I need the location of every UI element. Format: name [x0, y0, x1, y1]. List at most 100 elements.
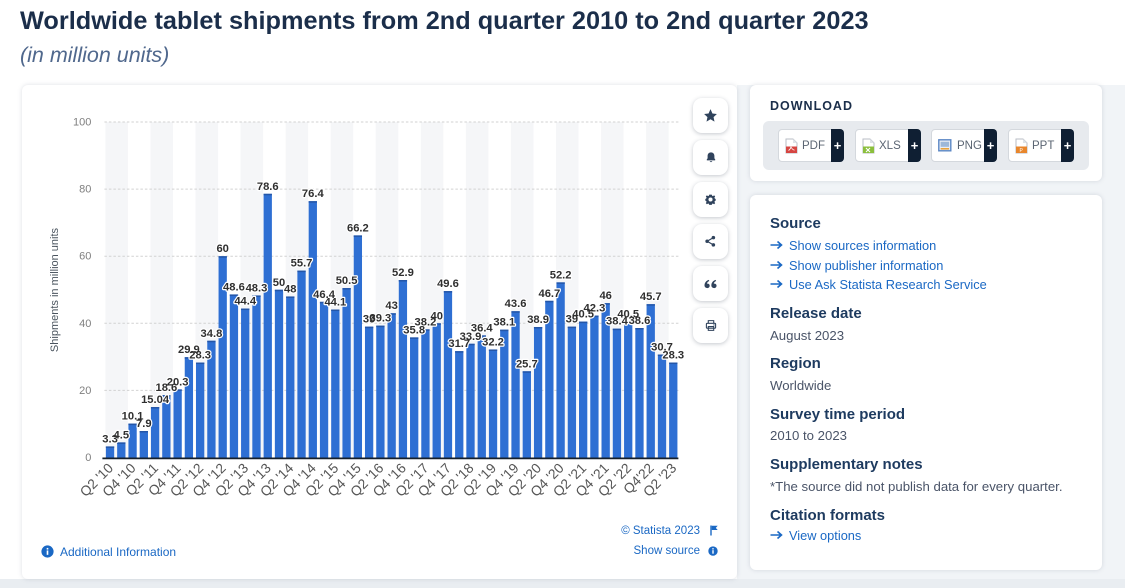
- svg-text:7.9: 7.9: [136, 418, 152, 430]
- svg-text:45.7: 45.7: [640, 291, 662, 303]
- svg-text:20.3: 20.3: [167, 376, 189, 388]
- svg-text:25.7: 25.7: [516, 358, 538, 370]
- svg-text:20: 20: [79, 385, 91, 397]
- svg-text:39.3: 39.3: [369, 313, 391, 325]
- svg-text:46: 46: [599, 290, 611, 302]
- svg-text:46.7: 46.7: [538, 288, 560, 300]
- svg-text:44.4: 44.4: [234, 296, 257, 308]
- svg-text:25.7: 25.7: [516, 358, 538, 370]
- svg-text:38.1: 38.1: [493, 317, 515, 329]
- svg-text:31.7: 31.7: [448, 338, 470, 350]
- svg-text:4.5: 4.5: [114, 429, 130, 441]
- svg-text:38.6: 38.6: [629, 315, 651, 327]
- svg-text:46.7: 46.7: [538, 288, 560, 300]
- svg-text:18.6: 18.6: [155, 382, 177, 394]
- svg-text:49.6: 49.6: [437, 278, 459, 290]
- svg-text:28.3: 28.3: [189, 350, 211, 362]
- svg-text:43.6: 43.6: [505, 298, 527, 310]
- svg-text:38.2: 38.2: [415, 316, 437, 328]
- svg-text:55.7: 55.7: [291, 258, 313, 270]
- svg-text:40.5: 40.5: [572, 309, 594, 321]
- svg-text:60: 60: [79, 251, 91, 263]
- svg-text:44.4: 44.4: [234, 296, 257, 308]
- svg-text:46.4: 46.4: [313, 289, 336, 301]
- svg-text:100: 100: [73, 117, 91, 129]
- svg-text:40.5: 40.5: [617, 309, 639, 321]
- svg-text:40: 40: [79, 318, 91, 330]
- svg-text:0: 0: [85, 452, 91, 464]
- svg-text:28.3: 28.3: [189, 350, 211, 362]
- svg-text:43: 43: [385, 300, 397, 312]
- svg-text:20.3: 20.3: [167, 376, 189, 388]
- svg-text:39: 39: [363, 314, 375, 326]
- svg-text:34.8: 34.8: [201, 328, 223, 340]
- svg-text:33.9: 33.9: [460, 331, 482, 343]
- svg-text:7.9: 7.9: [136, 418, 152, 430]
- svg-text:30.7: 30.7: [651, 342, 673, 354]
- svg-text:3.3: 3.3: [102, 433, 118, 445]
- svg-text:52.2: 52.2: [550, 269, 572, 281]
- svg-text:49.6: 49.6: [437, 278, 459, 290]
- svg-text:38.4: 38.4: [606, 316, 629, 328]
- svg-text:55.7: 55.7: [291, 258, 313, 270]
- svg-text:40: 40: [430, 310, 442, 322]
- svg-text:40.5: 40.5: [572, 309, 594, 321]
- svg-text:76.4: 76.4: [302, 188, 325, 200]
- svg-text:66.2: 66.2: [347, 222, 369, 234]
- svg-text:33.9: 33.9: [460, 331, 482, 343]
- svg-text:39.3: 39.3: [369, 313, 391, 325]
- svg-text:44.1: 44.1: [324, 297, 346, 309]
- svg-text:29.9: 29.9: [178, 344, 200, 356]
- svg-text:35.8: 35.8: [403, 324, 425, 336]
- svg-text:46.4: 46.4: [313, 289, 336, 301]
- svg-text:36.4: 36.4: [471, 322, 494, 334]
- svg-text:29.9: 29.9: [178, 344, 200, 356]
- svg-text:42.3: 42.3: [584, 303, 606, 315]
- svg-text:30.7: 30.7: [651, 342, 673, 354]
- svg-text:40: 40: [430, 310, 442, 322]
- svg-text:48.6: 48.6: [223, 281, 245, 293]
- svg-text:66.2: 66.2: [347, 222, 369, 234]
- svg-text:43.6: 43.6: [505, 298, 527, 310]
- svg-text:60: 60: [216, 243, 228, 255]
- svg-text:15.04: 15.04: [141, 394, 170, 406]
- svg-text:28.3: 28.3: [662, 350, 684, 362]
- svg-text:48.3: 48.3: [246, 282, 268, 294]
- svg-text:3.3: 3.3: [102, 433, 118, 445]
- svg-text:48.3: 48.3: [246, 282, 268, 294]
- svg-text:78.6: 78.6: [257, 181, 279, 193]
- svg-text:78.6: 78.6: [257, 181, 279, 193]
- svg-text:4.5: 4.5: [114, 429, 130, 441]
- svg-text:35.8: 35.8: [403, 324, 425, 336]
- svg-text:52.9: 52.9: [392, 267, 414, 279]
- svg-text:28.3: 28.3: [662, 350, 684, 362]
- svg-text:80: 80: [79, 184, 91, 196]
- svg-text:43: 43: [385, 300, 397, 312]
- svg-text:52.2: 52.2: [550, 269, 572, 281]
- svg-text:38.9: 38.9: [527, 314, 549, 326]
- svg-text:38.1: 38.1: [493, 317, 515, 329]
- svg-text:50.5: 50.5: [336, 275, 358, 287]
- svg-text:44.1: 44.1: [324, 297, 346, 309]
- svg-text:39: 39: [363, 314, 375, 326]
- svg-text:38.6: 38.6: [629, 315, 651, 327]
- svg-text:39: 39: [566, 314, 578, 326]
- svg-text:34.8: 34.8: [201, 328, 223, 340]
- svg-text:40.5: 40.5: [617, 309, 639, 321]
- svg-text:39: 39: [566, 314, 578, 326]
- svg-text:60: 60: [216, 243, 228, 255]
- svg-text:48: 48: [284, 283, 296, 295]
- svg-text:42.3: 42.3: [584, 303, 606, 315]
- svg-text:10.1: 10.1: [122, 411, 144, 423]
- svg-text:48: 48: [284, 283, 296, 295]
- svg-text:50: 50: [273, 277, 285, 289]
- svg-text:10.1: 10.1: [122, 411, 144, 423]
- svg-text:50: 50: [273, 277, 285, 289]
- svg-text:38.2: 38.2: [415, 316, 437, 328]
- svg-text:76.4: 76.4: [302, 188, 325, 200]
- svg-text:46: 46: [599, 290, 611, 302]
- svg-text:48.6: 48.6: [223, 281, 245, 293]
- svg-text:P: P: [1020, 148, 1024, 154]
- svg-text:32.2: 32.2: [482, 336, 504, 348]
- svg-text:36.4: 36.4: [471, 322, 494, 334]
